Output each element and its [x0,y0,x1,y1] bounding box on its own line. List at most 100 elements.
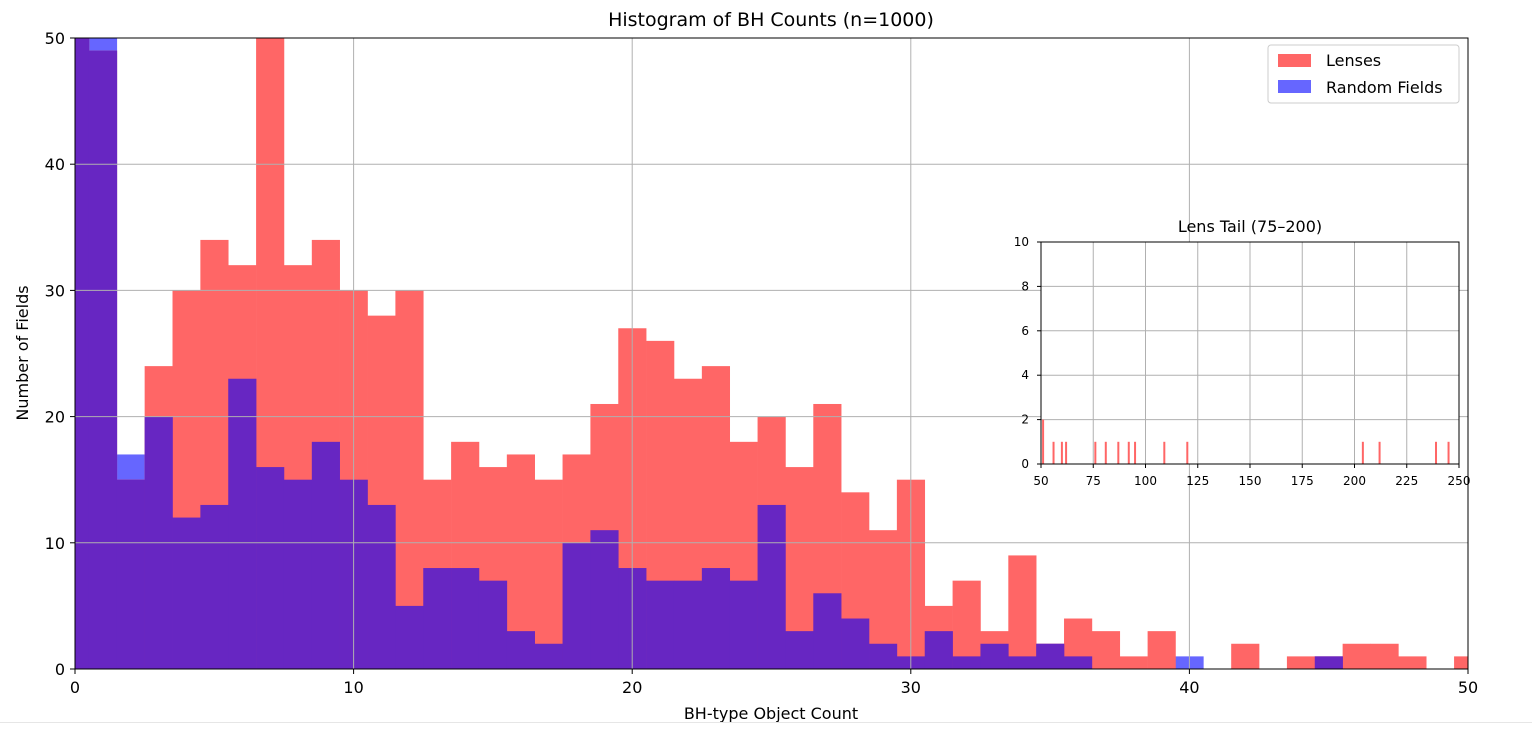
overlap-bar [1008,656,1037,669]
inset-y-tick-label: 4 [1021,368,1029,382]
inset-lens-bar [1065,441,1068,464]
overlap-bar [729,580,758,669]
inset-y-tick-label: 8 [1021,279,1029,293]
inset-x-tick-label: 100 [1134,474,1157,488]
lenses-bar [1008,555,1037,669]
legend-label-lenses: Lenses [1326,51,1381,70]
inset-x-tick-label: 125 [1186,474,1209,488]
lenses-bar [534,479,563,669]
overlap-bar [451,568,480,669]
inset-lens-bar [1163,441,1166,464]
overlap-bar [478,580,508,669]
overlap-bar [367,504,396,669]
main-histogram: 0 10 20 30 40 50 0 10 20 30 40 50 Histogram of BH … [13,9,1478,723]
inset-lens-bar [1378,441,1381,464]
overlap-bar [75,38,90,669]
main-x-tick-label: 30 [901,678,921,697]
overlap-bars [75,38,1343,670]
overlap-bar [256,467,285,669]
overlap-bar [952,656,981,669]
overlap-bar [283,479,313,669]
inset-x-tick-label: 150 [1239,474,1262,488]
inset-lens-bar [1127,441,1130,464]
lenses-bar [1119,656,1148,669]
overlap-bar [841,618,870,669]
inset-lens-bar [1104,441,1107,464]
main-y-tick-label: 10 [45,534,65,553]
overlap-bar [562,542,591,669]
main-y-tick-label: 40 [45,155,65,174]
overlap-bar [506,631,535,669]
legend-label-random-fields: Random Fields [1326,78,1443,97]
inset-lenses-bars [1042,419,1450,464]
inset-lens-bar [1042,419,1045,464]
main-y-ticks: 0 10 20 30 40 50 [45,29,75,679]
overlap-bar [228,378,257,669]
overlap-bar [395,605,424,669]
main-x-ticks: 0 10 20 30 40 50 [70,669,1478,697]
overlap-bar [757,504,786,669]
lenses-bar [1286,656,1316,669]
inset-lens-bar [1060,441,1063,464]
overlap-bar [869,643,898,669]
inset-lens-bar [1361,441,1364,464]
overlap-bar [924,631,953,669]
lenses-bar [1342,643,1371,669]
inset-y-ticks: 0 2 4 6 8 10 [1014,235,1041,471]
inset-histogram: 50 75 100 125 150 175 200 225 250 0 2 4 6 8 10 Lens T… [1014,217,1471,488]
main-x-tick-label: 10 [343,678,363,697]
overlap-bar [534,643,563,669]
inset-lens-bar [1447,441,1450,464]
inset-y-tick-label: 2 [1021,413,1029,427]
inset-y-tick-label: 6 [1021,324,1029,338]
main-y-tick-label: 50 [45,29,65,48]
lenses-bar [1398,656,1427,669]
inset-x-tick-label: 50 [1033,474,1048,488]
overlap-bar [1036,643,1065,669]
overlap-bar [200,504,229,669]
overlap-bar [646,580,675,669]
overlap-bar [116,479,145,669]
lenses-bar [1370,643,1399,669]
overlap-bar [701,568,731,669]
legend-swatch-lenses [1278,54,1311,67]
overlap-bar [785,631,814,669]
overlap-bar [423,568,452,669]
main-y-tick-label: 0 [55,660,65,679]
bottom-divider [0,722,1532,723]
inset-lens-bar [1052,441,1055,464]
legend: Lenses Random Fields [1267,44,1460,104]
x-axis-label: BH-type Object Count [684,704,858,723]
inset-x-tick-label: 175 [1291,474,1314,488]
inset-lens-bar [1134,441,1137,464]
main-x-tick-label: 50 [1458,678,1478,697]
inset-x-ticks: 50 75 100 125 150 175 200 225 250 [1033,464,1470,488]
inset-y-tick-label: 10 [1014,235,1029,249]
inset-lens-bar [1435,441,1438,464]
main-x-tick-label: 20 [622,678,642,697]
chart-title: Histogram of BH Counts (n=1000) [608,9,934,31]
overlap-bar [590,530,619,669]
inset-lens-bar [1186,441,1189,464]
lenses-bar [1231,643,1260,669]
lenses-bar [1454,656,1469,669]
overlap-bar [980,643,1009,669]
overlap-bar [172,517,201,669]
inset-y-tick-label: 0 [1021,457,1029,471]
overlap-bar [1314,656,1343,669]
inset-x-tick-label: 200 [1343,474,1366,488]
overlap-bar [1064,656,1093,669]
inset-lens-bar [1094,441,1097,464]
overlap-bar [88,50,118,670]
y-axis-label: Number of Fields [13,285,32,420]
lenses-bar [1091,631,1121,669]
inset-x-tick-label: 250 [1448,474,1471,488]
inset-x-tick-label: 225 [1395,474,1418,488]
main-y-tick-label: 20 [45,408,65,427]
inset-lens-bar [1117,441,1120,464]
lenses-bar [1147,631,1176,669]
main-y-tick-label: 30 [45,281,65,300]
inset-title: Lens Tail (75–200) [1178,217,1322,236]
main-x-tick-label: 40 [1179,678,1199,697]
